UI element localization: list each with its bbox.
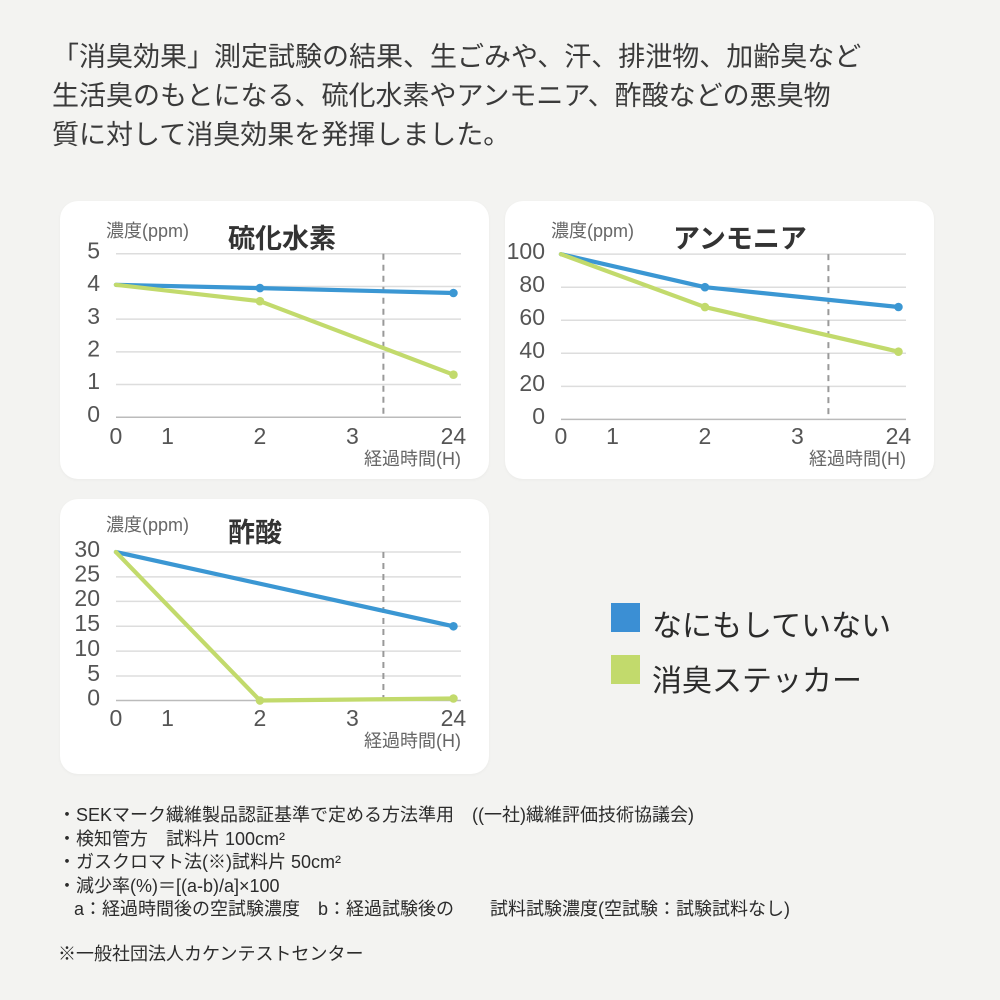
svg-text:25: 25: [74, 561, 100, 587]
svg-text:1: 1: [161, 705, 174, 731]
svg-text:経過時間(H): 経過時間(H): [364, 449, 461, 469]
svg-text:1: 1: [606, 423, 619, 449]
svg-text:2: 2: [254, 423, 267, 449]
svg-text:10: 10: [74, 635, 100, 661]
svg-text:0: 0: [532, 403, 545, 429]
svg-text:2: 2: [699, 423, 712, 449]
svg-text:2: 2: [254, 705, 267, 731]
svg-text:0: 0: [110, 423, 123, 449]
svg-text:100: 100: [507, 238, 545, 264]
svg-text:3: 3: [791, 423, 804, 449]
svg-text:15: 15: [74, 610, 100, 636]
svg-text:2: 2: [87, 336, 100, 362]
svg-text:3: 3: [346, 705, 359, 731]
svg-text:0: 0: [87, 684, 100, 710]
svg-text:5: 5: [87, 238, 100, 264]
svg-text:経過時間(H): 経過時間(H): [364, 731, 461, 751]
svg-text:1: 1: [161, 423, 174, 449]
svg-text:濃度(ppm): 濃度(ppm): [551, 221, 634, 241]
svg-text:5: 5: [87, 660, 100, 686]
svg-text:3: 3: [346, 423, 359, 449]
svg-text:0: 0: [87, 401, 100, 427]
svg-text:4: 4: [87, 270, 100, 296]
svg-text:24: 24: [886, 423, 912, 449]
svg-text:経過時間(H): 経過時間(H): [809, 449, 906, 469]
svg-text:80: 80: [519, 271, 545, 297]
svg-text:30: 30: [74, 536, 100, 562]
svg-text:0: 0: [555, 423, 568, 449]
svg-text:濃度(ppm): 濃度(ppm): [106, 221, 189, 241]
svg-text:20: 20: [519, 370, 545, 396]
svg-text:24: 24: [441, 705, 467, 731]
svg-text:硫化水素: 硫化水素: [228, 224, 336, 254]
svg-text:24: 24: [441, 423, 467, 449]
svg-text:1: 1: [87, 368, 100, 394]
svg-text:0: 0: [110, 705, 123, 731]
svg-text:60: 60: [519, 304, 545, 330]
svg-text:40: 40: [519, 337, 545, 363]
svg-text:酢酸: 酢酸: [228, 518, 282, 548]
svg-text:20: 20: [74, 585, 100, 611]
svg-text:3: 3: [87, 303, 100, 329]
svg-text:アンモニア: アンモニア: [673, 224, 807, 254]
svg-text:濃度(ppm): 濃度(ppm): [106, 515, 189, 535]
